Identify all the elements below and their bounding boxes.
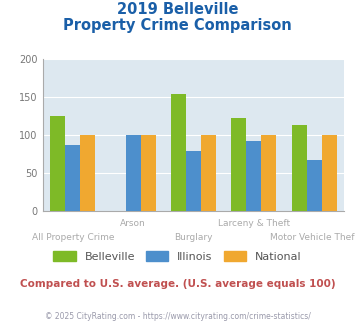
Bar [186,151,201,211]
Bar [65,145,80,211]
Bar [201,135,216,211]
Text: Property Crime Comparison: Property Crime Comparison [63,18,292,33]
Text: 2019 Belleville: 2019 Belleville [117,2,238,16]
Text: Compared to U.S. average. (U.S. average equals 100): Compared to U.S. average. (U.S. average … [20,279,335,289]
Bar [141,135,156,211]
Bar [171,94,186,211]
Text: Burglary: Burglary [174,233,213,242]
Bar [322,135,337,211]
Bar [126,135,141,211]
Text: Arson: Arson [120,219,146,228]
Bar [307,160,322,211]
Bar [80,135,95,211]
Bar [50,115,65,211]
Legend: Belleville, Illinois, National: Belleville, Illinois, National [50,248,305,266]
Bar [261,135,277,211]
Text: Larceny & Theft: Larceny & Theft [218,219,290,228]
Bar [291,125,307,211]
Bar [231,118,246,211]
Text: Motor Vehicle Theft: Motor Vehicle Theft [270,233,355,242]
Text: All Property Crime: All Property Crime [32,233,114,242]
Text: © 2025 CityRating.com - https://www.cityrating.com/crime-statistics/: © 2025 CityRating.com - https://www.city… [45,312,310,321]
Bar [246,141,261,211]
